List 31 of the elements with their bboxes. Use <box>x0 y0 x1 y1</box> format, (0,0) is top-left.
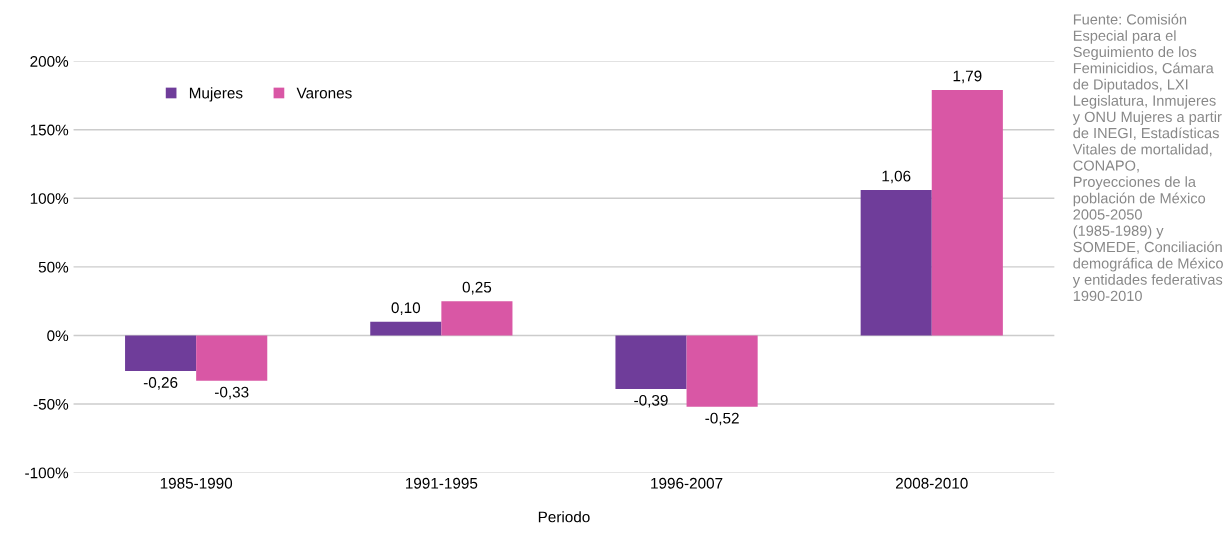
text: Fuente: Comisión Especial para el Seguimiento de los Feminicidios, Cámara de Diputados, LXI Legislatura, Inmujeres y ONU Mujeres a partir de INEGI, Estadísticas Vitales de mortalidad, CONAPO, Proyecciones de la población de México 2005-2050 (1985-1989) y SOMEDE, Conciliación demográfica de México y entidades federativas 1990-2010 <box>1072 13 1223 302</box>
x-tick-label: 1985-1990 <box>160 477 233 489</box>
x-tick-label: 1991-1995 <box>406 477 478 489</box>
y-tick-label: 100% <box>30 193 69 204</box>
data-label: -0,33 <box>214 386 249 400</box>
data-label: 1,06 <box>882 170 911 184</box>
data-label: -0,26 <box>143 377 178 390</box>
bar <box>370 321 442 336</box>
bar <box>615 335 687 389</box>
bar <box>441 301 513 336</box>
data-label: -0,39 <box>634 394 668 408</box>
data-label: 0,25 <box>462 281 492 295</box>
data-label: 0,10 <box>391 302 421 315</box>
data-label: -0,52 <box>705 412 739 426</box>
bar <box>686 335 758 407</box>
y-tick-label: 200% <box>30 56 69 67</box>
y-tick-label: 50% <box>38 261 69 273</box>
bar <box>860 190 932 336</box>
y-tick-label: 0% <box>47 330 69 342</box>
y-tick-label: -100% <box>25 467 69 479</box>
x-tick-label: 2008-2010 <box>896 477 968 489</box>
legend-label: Varones <box>296 87 352 99</box>
legend-label: Mujeres <box>189 87 243 102</box>
bar <box>931 89 1003 336</box>
y-tick-label: 150% <box>30 124 69 136</box>
x-axis-title: Periodo <box>538 511 590 523</box>
bar <box>196 335 268 381</box>
bar <box>125 335 197 372</box>
x-tick-label: 1996-2007 <box>651 477 723 489</box>
data-label: 1,79 <box>953 70 982 84</box>
y-tick-label: -50% <box>33 398 69 410</box>
